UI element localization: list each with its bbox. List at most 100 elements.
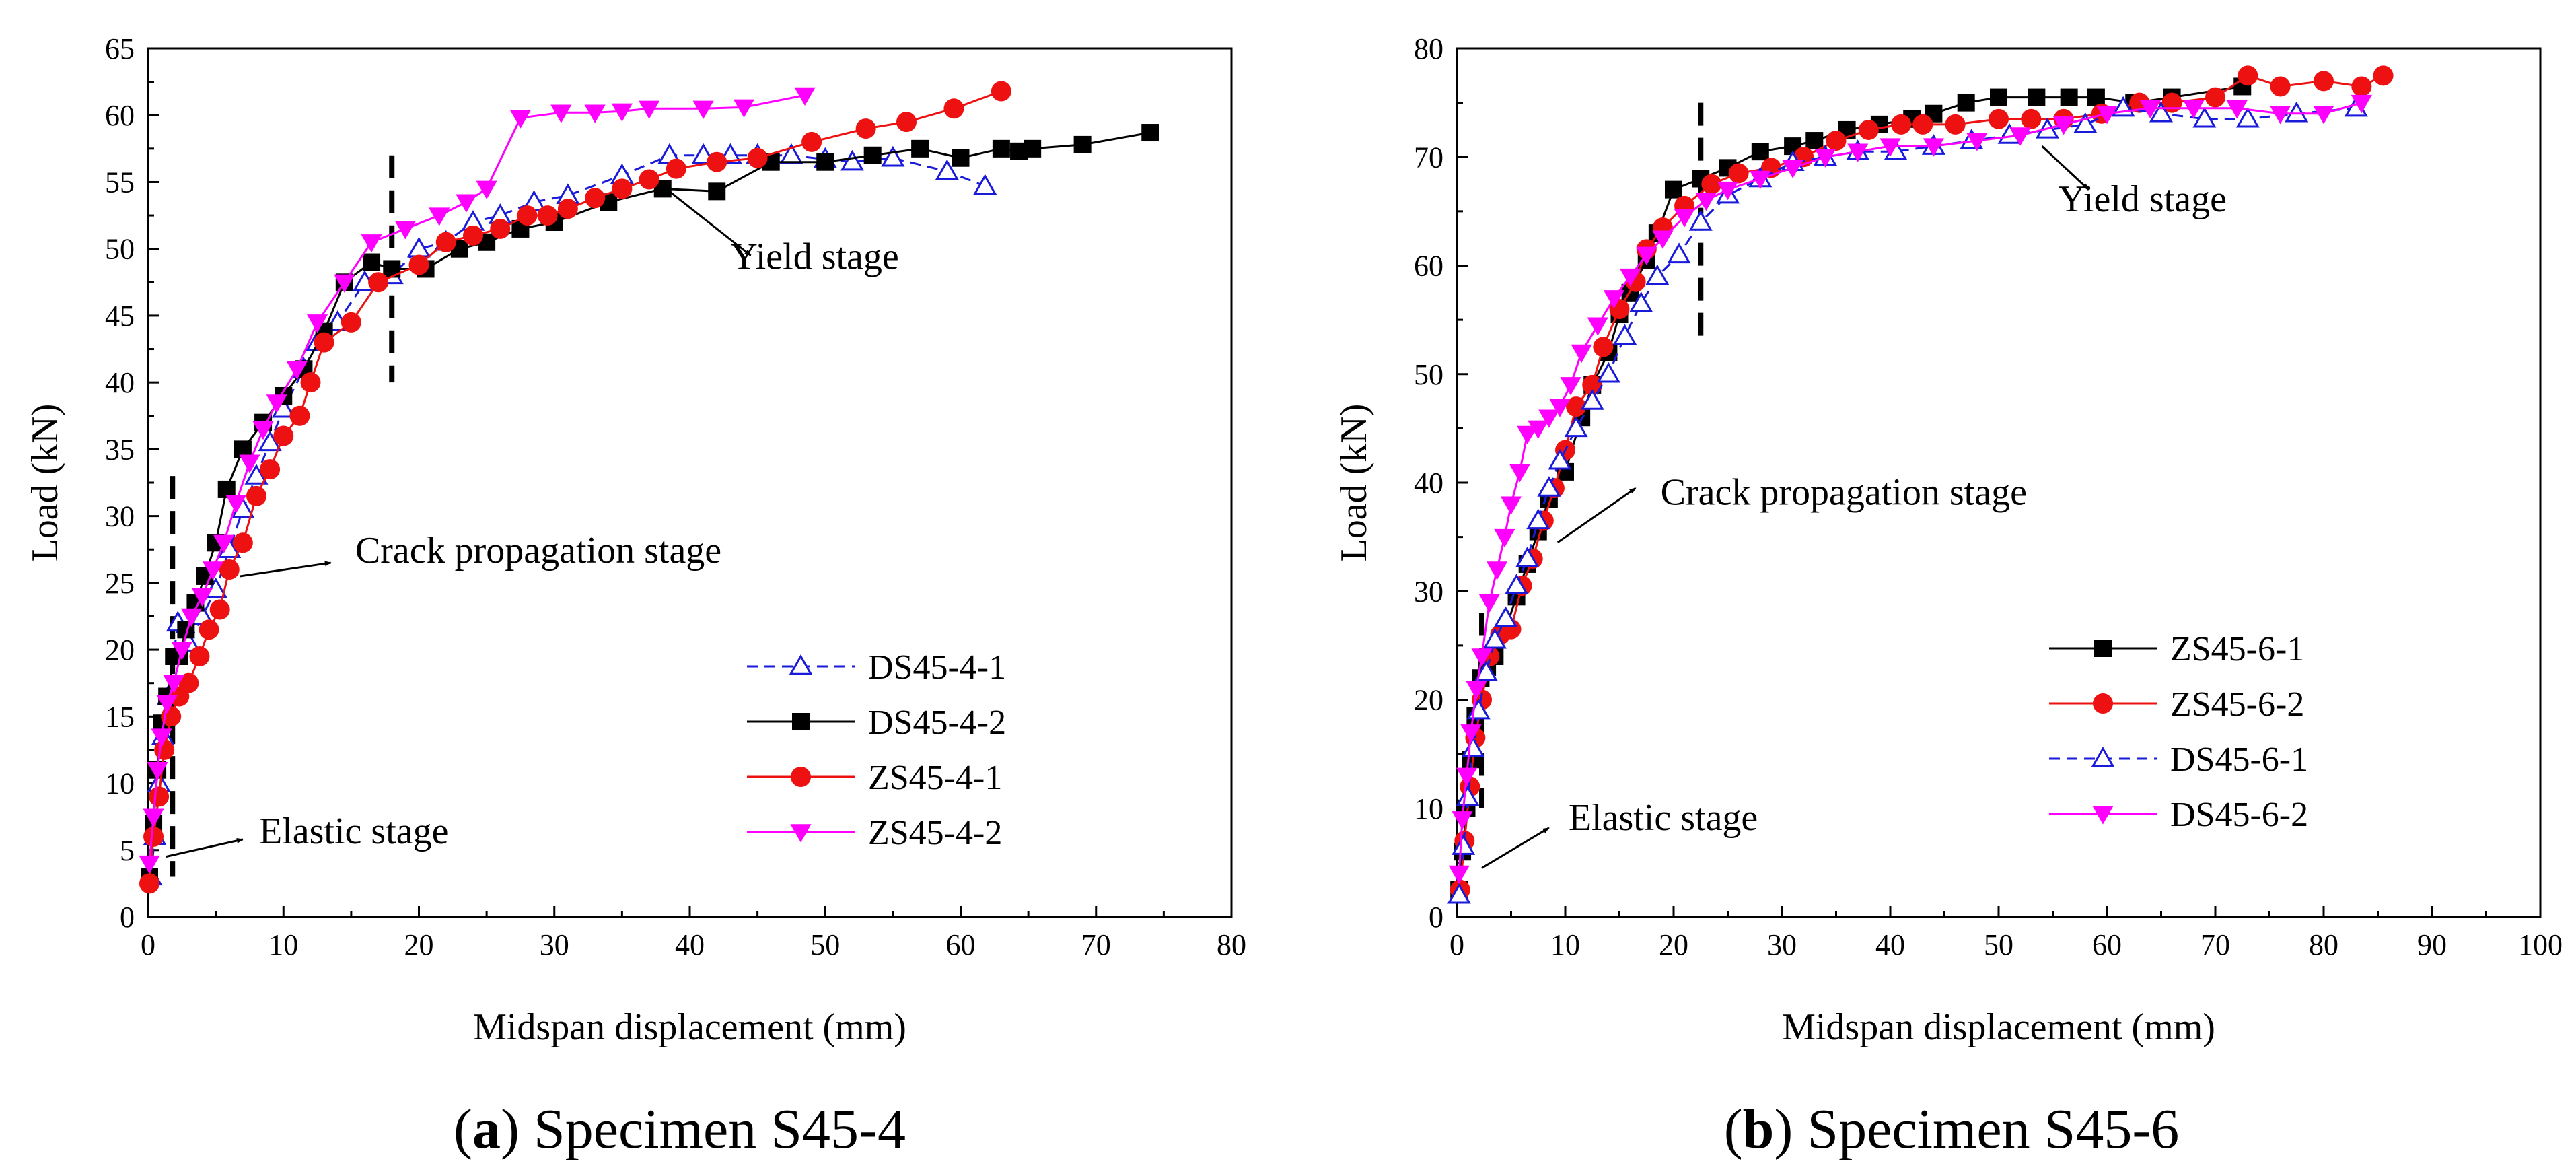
panel-a-y-tick-label: 50 bbox=[105, 233, 135, 266]
panel-a-point-DS45-4-2 bbox=[1073, 135, 1092, 153]
panel-b-point-ZS45-6-2 bbox=[2238, 65, 2258, 86]
panel-a-y-tick-label: 25 bbox=[105, 567, 135, 600]
panel-b-point-ZS45-6-1 bbox=[2028, 88, 2046, 106]
panel-b-point-DS45-6-1 bbox=[1645, 264, 1670, 285]
panel-b-x-tick-label: 50 bbox=[1984, 928, 2013, 961]
panel-a-y-tick-label: 55 bbox=[105, 166, 135, 199]
panel-a-point-ZS45-4-2 bbox=[584, 104, 606, 123]
panel-b-point-DS45-6-2 bbox=[1466, 681, 1487, 699]
panel-b-point-DS45-6-1 bbox=[1515, 546, 1540, 567]
panel-a-x-tick-label: 30 bbox=[540, 928, 569, 961]
panel-b-point-DS45-6-2 bbox=[1717, 181, 1739, 201]
panel-a-point-ZS45-4-2 bbox=[306, 314, 328, 333]
panel-b-point-DS45-6-1 bbox=[1537, 476, 1561, 497]
panel-b-point-DS45-6-2 bbox=[1452, 811, 1473, 830]
panel-a-point-ZS45-4-2 bbox=[239, 454, 260, 473]
panel-b-annotation-text: Yield stage bbox=[2059, 178, 2227, 220]
panel-b-y-tick-label: 10 bbox=[1414, 792, 1443, 825]
panel-b-annotation-arrow bbox=[1481, 827, 1550, 869]
panel-a-point-ZS45-4-1 bbox=[154, 739, 175, 760]
panel-a-point-ZS45-4-1 bbox=[612, 178, 633, 199]
panel-b-caption-label: b bbox=[1743, 1098, 1775, 1161]
panel-b-point-ZS45-6-2 bbox=[2314, 71, 2334, 92]
panel-a-point-ZS45-4-2 bbox=[394, 221, 416, 240]
panel-b-point-DS45-6-2 bbox=[1460, 724, 1482, 743]
panel-b-point-DS45-6-2 bbox=[1923, 138, 1944, 157]
panel-a-point-ZS45-4-1 bbox=[209, 599, 230, 620]
panel-a-caption: (a) Specimen S45-4 bbox=[454, 1098, 906, 1161]
panel-b-x-tick-label: 0 bbox=[1450, 928, 1464, 961]
panel-b-point-DS45-6-1 bbox=[1493, 606, 1517, 627]
panel-b-point-DS45-6-1 bbox=[1447, 883, 1471, 904]
panel-b-x-tick-label: 30 bbox=[1767, 928, 1797, 961]
panel-b-point-DS45-6-2 bbox=[1880, 138, 1901, 157]
panel-a-point-ZS45-4-2 bbox=[794, 87, 816, 106]
panel-b-point-ZS45-6-1 bbox=[1805, 132, 1824, 150]
panel-a-annotation-arrow bbox=[165, 837, 244, 858]
panel-b-legend-label-DS45-6-1: DS45-6-1 bbox=[2170, 740, 2308, 779]
panel-a-legend-marker-ZS45-4-1 bbox=[791, 767, 811, 787]
panel-a-y-tick-label: 10 bbox=[105, 767, 135, 800]
panel-b-point-ZS45-6-2 bbox=[1701, 174, 1722, 195]
panel-b-stage-dividers bbox=[1479, 102, 1704, 808]
panel-b-point-ZS45-6-1 bbox=[1751, 143, 1769, 161]
panel-b-point-DS45-6-1 bbox=[1548, 448, 1572, 470]
panel-b-caption-text: Specimen S45-6 bbox=[1807, 1098, 2179, 1161]
panel-b-point-DS45-6-1 bbox=[2235, 106, 2260, 128]
panel-a-point-ZS45-4-2 bbox=[550, 104, 572, 123]
panel-b-point-DS45-6-2 bbox=[1538, 409, 1560, 428]
panel-a-point-ZS45-4-2 bbox=[733, 99, 755, 118]
panel-a-x-axis-label: Midspan displacement (mm) bbox=[473, 1006, 906, 1048]
panel-b-point-DS45-6-1 bbox=[1526, 508, 1550, 530]
panel-b-point-ZS45-6-1 bbox=[1990, 88, 2007, 106]
panel-b-point-ZS45-6-2 bbox=[1858, 119, 1879, 140]
panel-b-y-tick-label: 30 bbox=[1414, 575, 1443, 608]
panel-a-point-ZS45-4-2 bbox=[286, 361, 308, 380]
panel-a-point-DS45-4-1 bbox=[840, 149, 865, 171]
panel-a-point-ZS45-4-2 bbox=[476, 180, 497, 199]
panel-a-point-ZS45-4-1 bbox=[557, 199, 578, 219]
panel-b-x-tick-label: 10 bbox=[1550, 928, 1580, 961]
panel-b-point-DS45-6-2 bbox=[1814, 149, 1836, 168]
panel-a-legend-marker-DS45-4-1 bbox=[789, 654, 813, 675]
panel-a-point-ZS45-4-1 bbox=[408, 254, 429, 275]
panel-a-point-ZS45-4-1 bbox=[314, 332, 334, 353]
panel-b-caption: (b) Specimen S45-6 bbox=[1724, 1098, 2180, 1161]
panel-b-point-DS45-6-2 bbox=[1509, 464, 1530, 483]
panel-b-x-tick-label: 60 bbox=[2092, 928, 2122, 961]
panel-a-annotation-text: Elastic stage bbox=[259, 810, 448, 852]
panel-a-point-ZS45-4-2 bbox=[163, 675, 184, 694]
panel-a-y-tick-label: 15 bbox=[105, 700, 135, 733]
panel-a-point-ZS45-4-1 bbox=[855, 118, 876, 139]
panel-a-point-ZS45-4-2 bbox=[456, 194, 477, 213]
panel-b-y-axis-label: Load (kN) bbox=[1333, 404, 1375, 562]
panel-b-point-DS45-6-1 bbox=[1667, 242, 1691, 264]
panel-a-point-DS45-4-2 bbox=[1141, 124, 1159, 142]
panel-a-point-DS45-4-2 bbox=[992, 139, 1010, 158]
panel-b-point-DS45-6-2 bbox=[1695, 193, 1717, 211]
panel-a-x-tick-label: 40 bbox=[675, 928, 705, 961]
panel-a-point-ZS45-4-2 bbox=[509, 110, 532, 129]
panel-b-point-DS45-6-2 bbox=[2351, 94, 2372, 114]
panel-b-point-DS45-6-1 bbox=[1474, 660, 1499, 681]
panel-a-point-ZS45-4-2 bbox=[334, 274, 355, 293]
panel-a-point-ZS45-4-1 bbox=[435, 232, 456, 252]
panel-b-point-ZS45-6-1 bbox=[2060, 88, 2078, 106]
panel-b-point-DS45-6-2 bbox=[1652, 230, 1674, 249]
panel-b-point-DS45-6-2 bbox=[1782, 160, 1803, 178]
panel-b-point-DS45-6-1 bbox=[1505, 574, 1529, 594]
panel-a-point-ZS45-4-2 bbox=[213, 534, 235, 553]
panel-b-point-ZS45-6-2 bbox=[1826, 131, 1847, 151]
panel-a-point-ZS45-4-1 bbox=[666, 158, 686, 179]
panel-b-x-axis-label: Midspan displacement (mm) bbox=[1782, 1006, 2215, 1048]
panel-a-annotation-arrow bbox=[668, 191, 752, 256]
panel-b-legend-marker-DS45-6-1 bbox=[2091, 747, 2115, 767]
panel-a-point-DS45-4-2 bbox=[863, 146, 882, 164]
panel-a-point-ZS45-4-2 bbox=[639, 100, 660, 119]
panel-b-legend: ZS45-6-1 ZS45-6-2 DS45-6-1 DS45-6-2 bbox=[2049, 630, 2308, 834]
panel-b-point-DS45-6-2 bbox=[1571, 344, 1592, 364]
panel-b-point-DS45-6-2 bbox=[2053, 116, 2075, 135]
panel-a-x-tick-label: 80 bbox=[1217, 928, 1246, 961]
panel-b-x-tick-label: 80 bbox=[2309, 928, 2338, 961]
panel-a-point-DS45-4-2 bbox=[952, 149, 970, 167]
